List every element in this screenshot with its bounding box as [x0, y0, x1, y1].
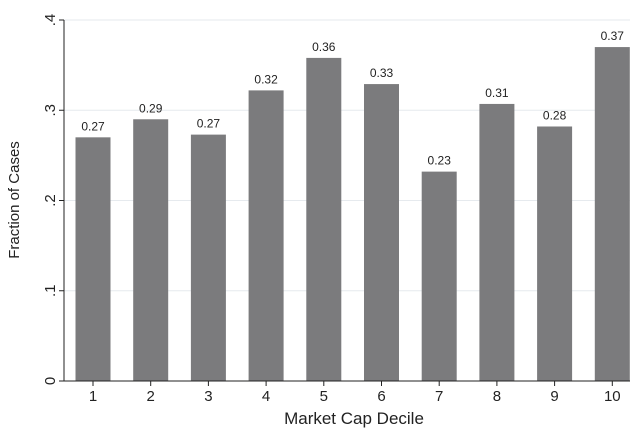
x-tick-label: 3 — [204, 388, 212, 405]
bars — [75, 47, 630, 382]
x-tick-label: 2 — [147, 388, 155, 405]
x-tick-label: 5 — [320, 388, 328, 405]
y-axis-title: Fraction of Cases — [6, 141, 23, 259]
data-labels: 0.27 0.29 0.27 0.32 0.36 0.33 0.23 0.31 0.28 0.37 — [81, 29, 624, 168]
x-tick-label: 9 — [550, 388, 558, 405]
data-label: 0.29 — [139, 101, 163, 115]
y-tick-label: .4 — [42, 14, 59, 27]
y-tick-label: .3 — [42, 104, 59, 117]
bar — [190, 134, 226, 381]
x-axis-title: Market Cap Decile — [284, 409, 424, 428]
bar — [594, 47, 630, 381]
x-tick-label: 4 — [262, 388, 270, 405]
data-label: 0.36 — [312, 40, 336, 54]
bar — [479, 103, 515, 382]
x-tick-label: 8 — [493, 388, 501, 405]
x-tick-label: 7 — [435, 388, 443, 405]
bar — [133, 119, 169, 382]
data-label: 0.27 — [81, 119, 105, 133]
y-tick-label: .2 — [42, 194, 59, 207]
y-tick-label: 0 — [42, 377, 59, 385]
data-label: 0.37 — [601, 29, 625, 43]
data-label: 0.31 — [485, 86, 509, 100]
bar — [306, 57, 342, 381]
y-ticks: 0 .1 .2 .3 .4 — [42, 14, 64, 385]
bar — [364, 84, 399, 381]
bar — [421, 171, 457, 381]
data-label: 0.28 — [543, 108, 567, 122]
bar — [537, 126, 573, 382]
x-tick-label: 1 — [89, 388, 97, 405]
data-label: 0.23 — [428, 154, 452, 168]
data-label: 0.27 — [197, 117, 221, 131]
bar — [75, 137, 111, 381]
bar — [248, 90, 284, 382]
x-ticks: 1 2 3 4 5 6 7 8 9 10 — [89, 381, 621, 405]
x-tick-label: 10 — [604, 388, 621, 405]
x-tick-label: 6 — [377, 388, 385, 405]
data-label: 0.32 — [254, 72, 278, 86]
y-tick-label: .1 — [42, 284, 59, 297]
data-label: 0.33 — [370, 66, 394, 80]
